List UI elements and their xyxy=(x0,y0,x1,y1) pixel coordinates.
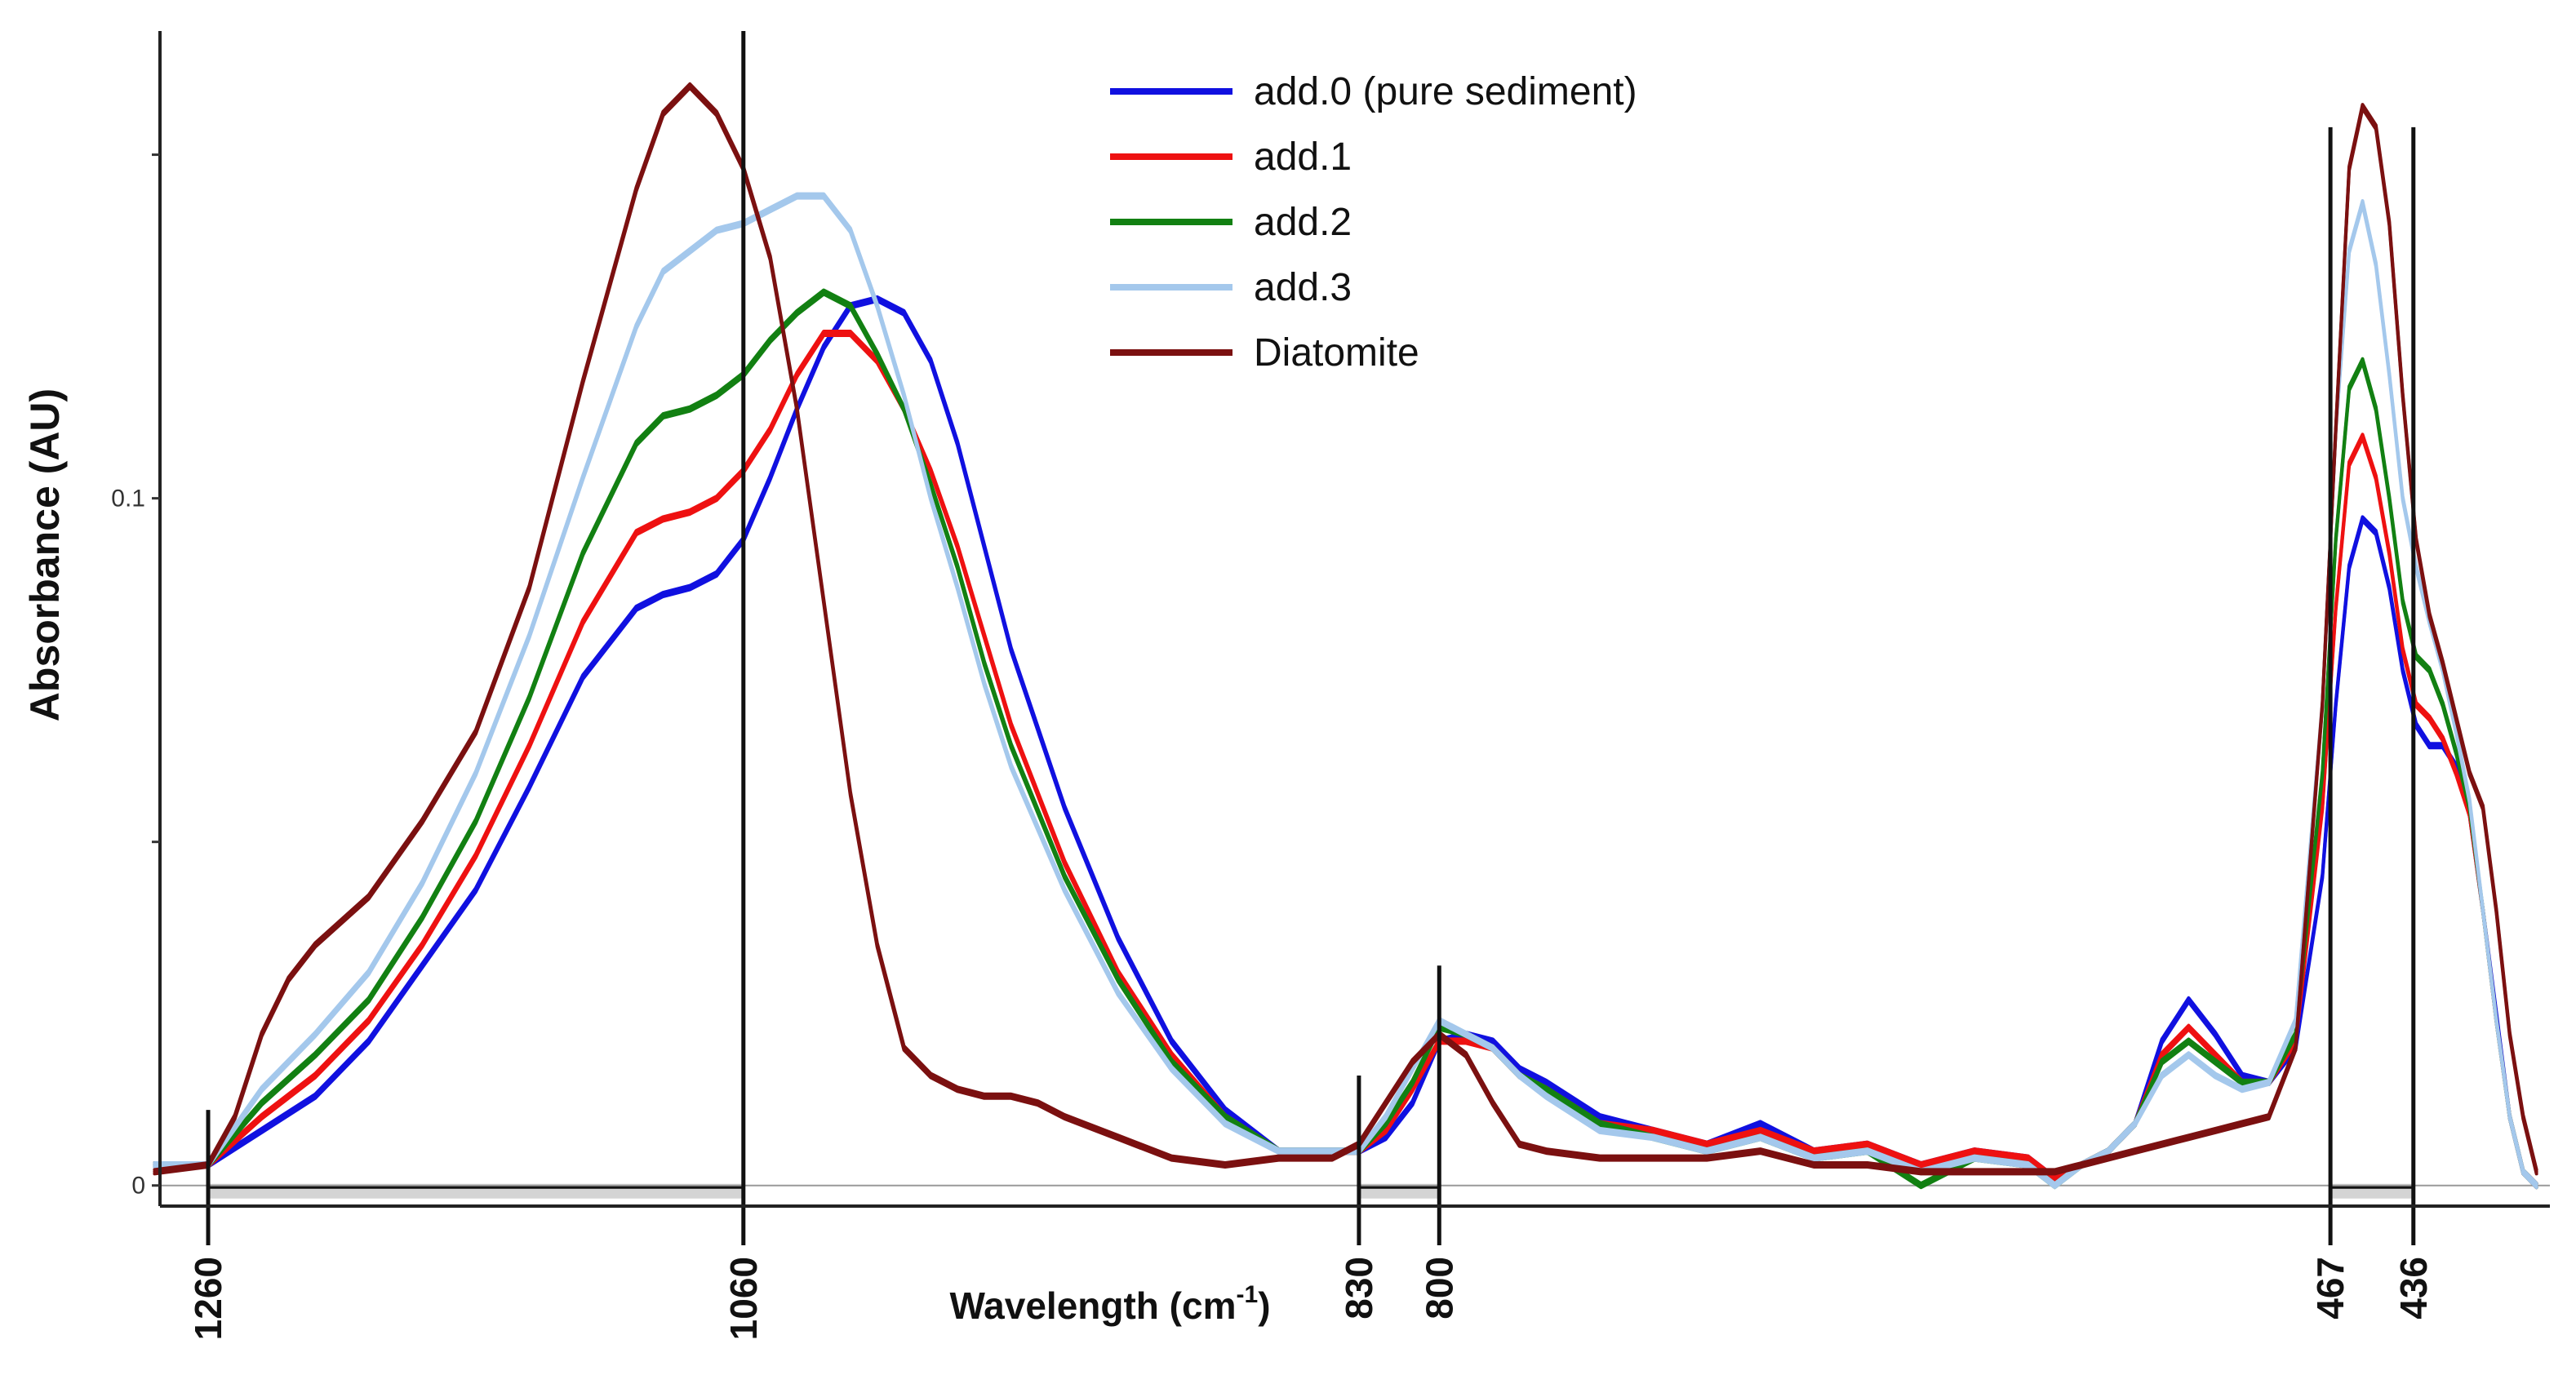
legend-label: add.1 xyxy=(1254,135,1352,179)
y-axis-label: Absorbance (AU) xyxy=(22,388,68,721)
series-line-add-3-replicate-2 xyxy=(153,196,2538,1190)
series-line-diatomite-replicate-2 xyxy=(153,86,2538,1176)
y-ticks: 00.1 xyxy=(111,153,160,1200)
x-tick-label-800: 800 xyxy=(1418,1257,1460,1320)
series-line-add-1 xyxy=(153,330,2538,1186)
legend-label: Diatomite xyxy=(1254,331,1419,375)
series-line-add-1-replicate-1 xyxy=(153,331,2538,1187)
x-axis-label-superscript: -1 xyxy=(1237,1281,1259,1308)
legend: add.0 (pure sediment) add.1 add.2 add.3 Diat… xyxy=(1110,70,1637,375)
y-tick-label: 0.1 xyxy=(111,486,145,512)
x-tick-labels: 1260 1060 830 800 467 436 xyxy=(187,1257,2435,1340)
shaded-ranges xyxy=(208,1183,2414,1199)
series-lines xyxy=(153,82,2538,1190)
x-tick-label-436: 436 xyxy=(2392,1257,2435,1320)
legend-label: add.3 xyxy=(1254,266,1352,309)
series-line-add-0-pure-sediment--replicate-2 xyxy=(153,299,2538,1190)
legend-label: add.0 (pure sediment) xyxy=(1254,70,1637,113)
series-line-diatomite xyxy=(153,82,2538,1172)
y-tick-label: 0 xyxy=(131,1173,145,1200)
x-tick-label-1060: 1060 xyxy=(722,1257,765,1340)
series-line-add-2-replicate-2 xyxy=(153,292,2538,1190)
marker-lines xyxy=(206,31,2416,1245)
x-tick-label-1260: 1260 xyxy=(187,1257,229,1340)
x-axis-label: Wavelength (cm-1) xyxy=(949,1281,1270,1327)
x-tick-label-467: 467 xyxy=(2309,1257,2352,1320)
legend-label: add.2 xyxy=(1254,201,1352,244)
x-tick-label-830: 830 xyxy=(1338,1257,1380,1320)
